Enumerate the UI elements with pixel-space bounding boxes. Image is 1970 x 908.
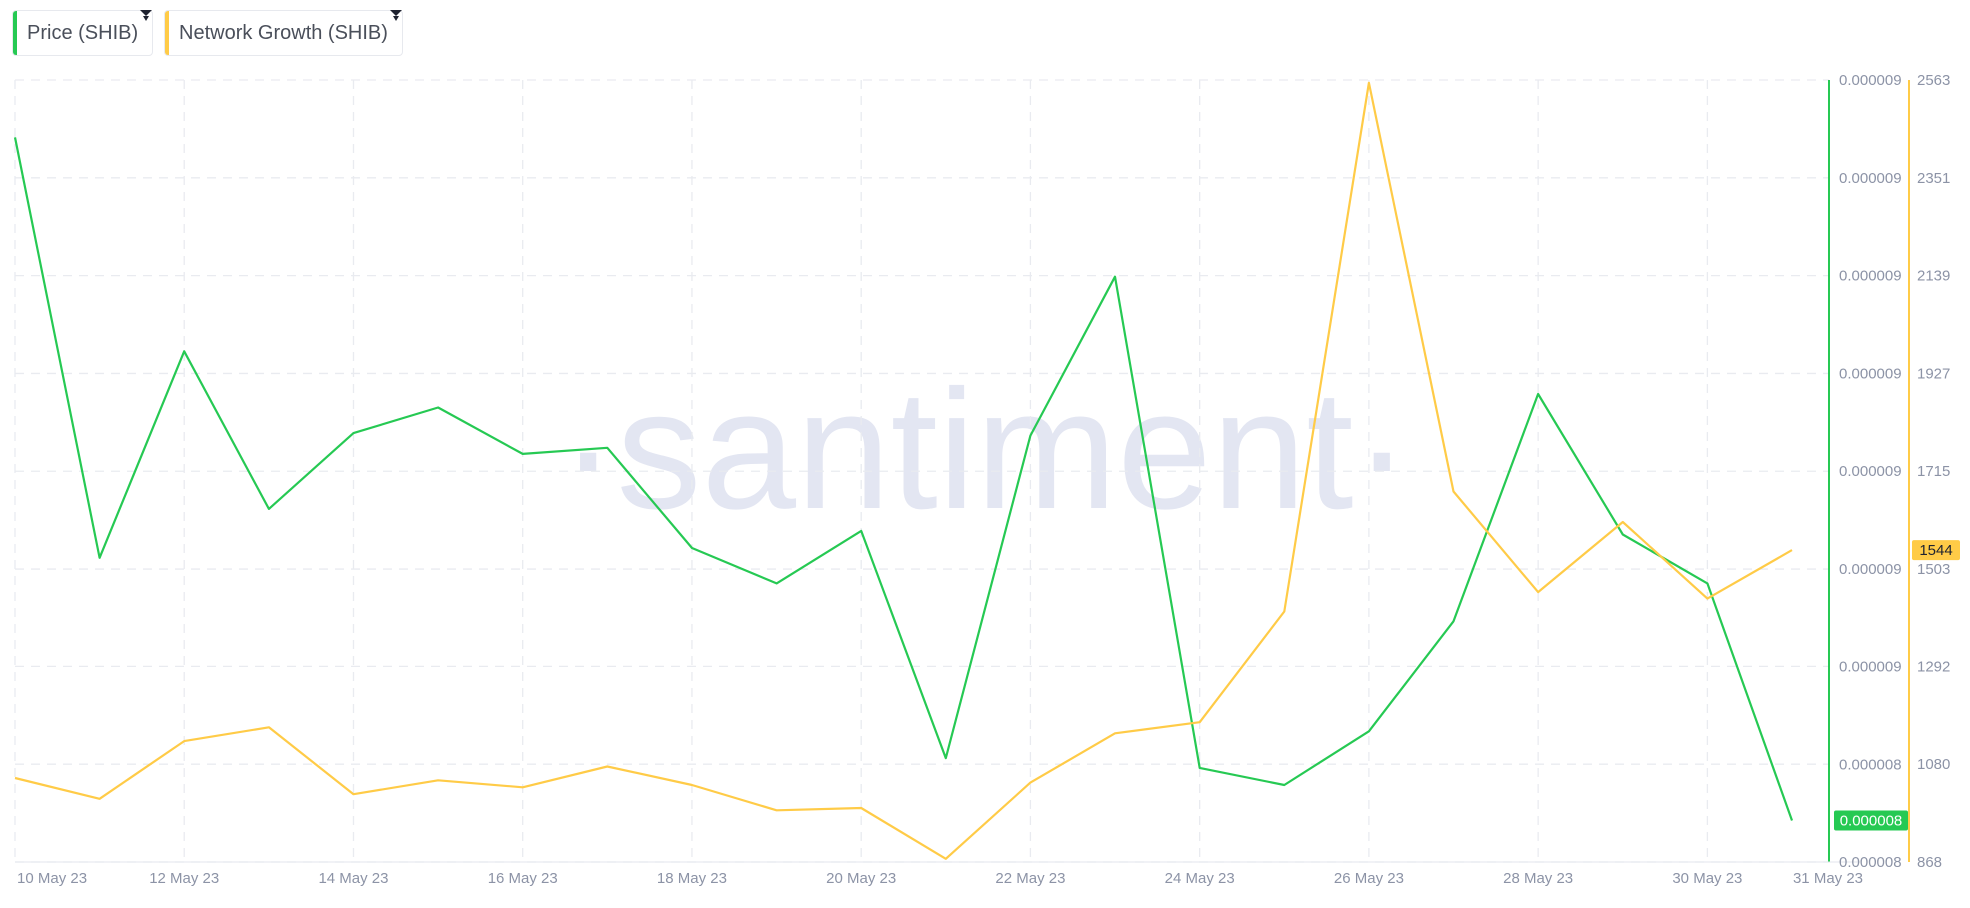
network-growth-series-line	[14, 81, 1793, 860]
legend-growth-label: Network Growth (SHIB)	[179, 21, 388, 44]
x-tick-label: 10 May 23	[17, 870, 87, 887]
left-tick-label: 0.000009	[1839, 561, 1902, 578]
legend-growth-chip[interactable]: Network Growth (SHIB)	[164, 10, 403, 56]
santiment-watermark: ·santiment·	[560, 355, 1410, 545]
left-tick-label: 0.000008	[1839, 854, 1902, 871]
x-tick-label: 28 May 23	[1503, 870, 1573, 887]
left-tick-label: 0.000009	[1839, 268, 1902, 285]
right-tick-label: 868	[1917, 854, 1942, 871]
left-tick-label: 0.000009	[1839, 463, 1902, 480]
settings-dropdown-icon[interactable]	[138, 7, 154, 23]
price-current-value: 0.000008	[1840, 812, 1903, 829]
right-tick-label: 1927	[1917, 365, 1950, 382]
right-axis-ticks: 868 1080 1292 1503 1715 1927 2139 2351 2563	[1917, 72, 1950, 871]
left-tick-label: 0.000009	[1839, 72, 1902, 89]
x-axis-ticks: 10 May 23 12 May 23 14 May 23 16 May 23 18 M…	[17, 870, 1863, 887]
legend-price-label: Price (SHIB)	[27, 21, 139, 44]
current-value-badges: 0.000008 1544	[1834, 540, 1960, 831]
left-tick-label: 0.000009	[1839, 365, 1902, 382]
settings-dropdown-icon[interactable]	[388, 7, 404, 23]
x-tick-label: 22 May 23	[995, 870, 1065, 887]
growth-current-badge	[1912, 540, 1960, 561]
x-tick-label: 12 May 23	[149, 870, 219, 887]
x-tick-label: 16 May 23	[488, 870, 558, 887]
x-tick-label: 24 May 23	[1165, 870, 1235, 887]
right-tick-label: 1503	[1917, 561, 1950, 578]
right-tick-label: 2139	[1917, 268, 1950, 285]
right-tick-label: 1080	[1917, 756, 1950, 773]
right-tick-label: 2563	[1917, 72, 1950, 89]
x-tick-label: 18 May 23	[657, 870, 727, 887]
price-current-badge	[1834, 810, 1908, 831]
axes	[15, 80, 1910, 863]
growth-current-value: 1544	[1919, 542, 1952, 559]
x-tick-label: 20 May 23	[826, 870, 896, 887]
growth-color-bar	[165, 11, 169, 55]
left-tick-label: 0.000009	[1839, 659, 1902, 676]
price-series-line	[13, 137, 1794, 821]
left-tick-label: 0.000008	[1839, 756, 1902, 773]
price-color-bar	[13, 11, 17, 55]
legend-price-chip[interactable]: Price (SHIB)	[12, 7, 154, 56]
x-tick-label: 31 May 23	[1793, 870, 1863, 887]
right-tick-label: 2351	[1917, 170, 1950, 187]
x-tick-label: 26 May 23	[1334, 870, 1404, 887]
right-tick-label: 1715	[1917, 463, 1950, 480]
x-tick-label: 30 May 23	[1672, 870, 1742, 887]
left-axis-ticks: 0.000008 0.000008 0.000009 0.000009 0.000009…	[1839, 72, 1902, 871]
left-tick-label: 0.000009	[1839, 170, 1902, 187]
x-tick-label: 14 May 23	[318, 870, 388, 887]
right-tick-label: 1292	[1917, 658, 1950, 675]
grid-lines	[14, 79, 1829, 863]
series-lines	[13, 81, 1794, 860]
